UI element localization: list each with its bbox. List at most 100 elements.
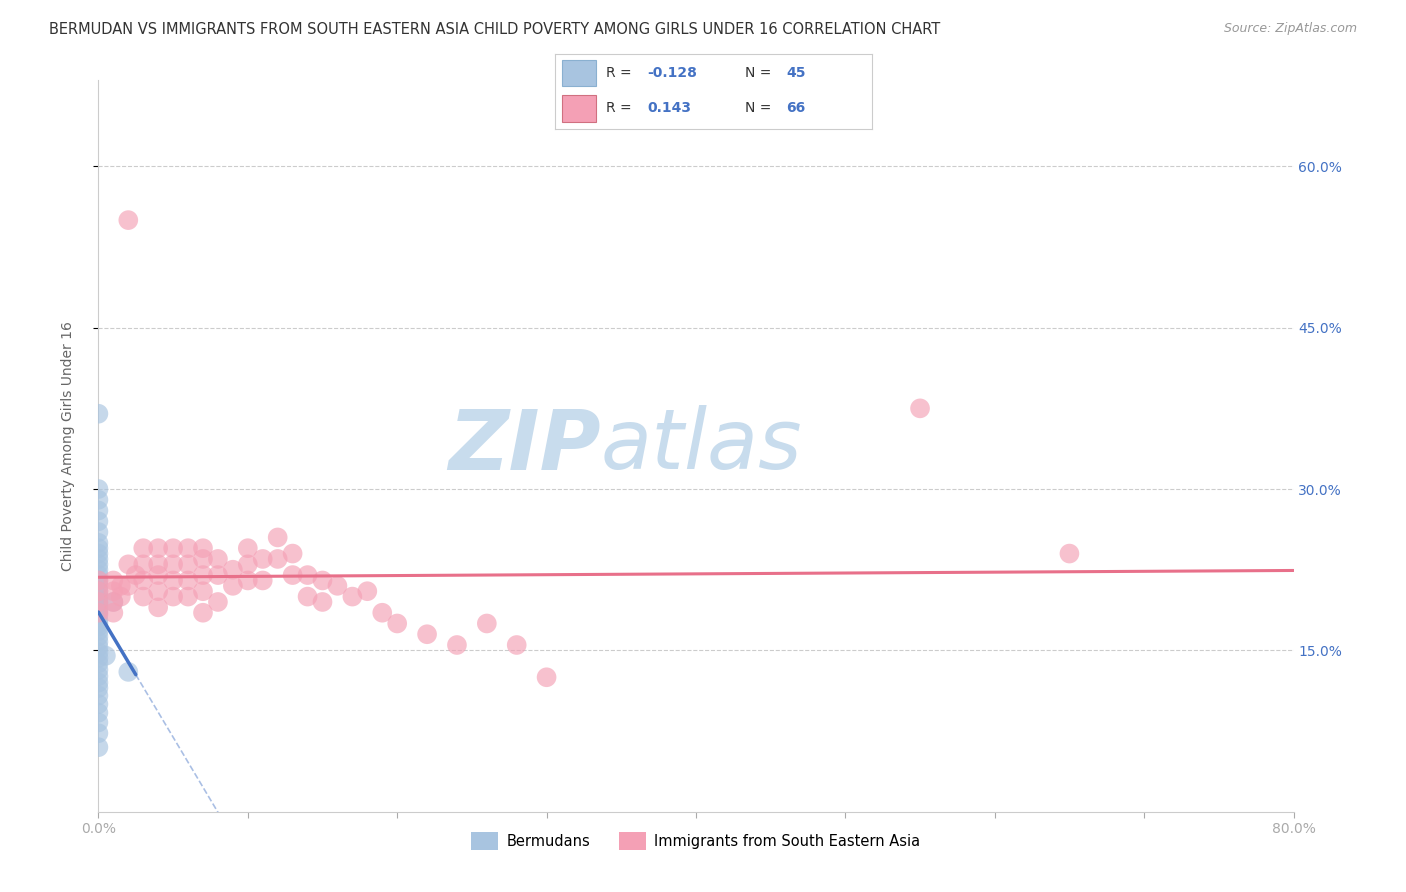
Point (87, 595, 110, 609)
Point (87, 584, 110, 599)
Point (87, 579, 110, 593)
Text: 45: 45 (786, 66, 806, 80)
Point (117, 213, 139, 227)
Point (103, 574, 125, 588)
Point (191, 541, 214, 556)
Point (191, 584, 214, 599)
Point (191, 552, 214, 566)
Point (87, 482, 110, 496)
Point (297, 568, 319, 582)
Point (87, 524, 110, 539)
Point (103, 584, 125, 599)
Point (87, 689, 110, 703)
Point (1059, 547, 1081, 561)
Point (162, 574, 184, 588)
Point (148, 541, 170, 556)
Point (162, 590, 184, 604)
Point (162, 558, 184, 572)
Point (252, 552, 274, 566)
Point (103, 606, 125, 620)
Legend: Bermudans, Immigrants from South Eastern Asia: Bermudans, Immigrants from South Eastern… (465, 826, 927, 855)
Point (177, 590, 200, 604)
Point (87, 536, 110, 550)
Point (87, 675, 110, 690)
Y-axis label: Child Poverty Among Girls Under 16: Child Poverty Among Girls Under 16 (60, 321, 75, 571)
Point (506, 638, 529, 652)
Point (191, 606, 214, 620)
Text: R =: R = (606, 102, 636, 115)
Point (103, 595, 125, 609)
Point (87, 563, 110, 577)
Point (446, 638, 468, 652)
Point (326, 579, 349, 593)
Point (94, 648, 117, 663)
Text: 66: 66 (786, 102, 806, 115)
Point (536, 670, 558, 684)
Point (222, 579, 245, 593)
Point (267, 552, 290, 566)
Point (87, 603, 110, 617)
Point (87, 596, 110, 610)
Point (342, 590, 364, 604)
Point (87, 552, 110, 566)
Point (87, 669, 110, 683)
Text: 0.143: 0.143 (647, 102, 692, 115)
Point (236, 558, 259, 572)
Point (125, 568, 148, 582)
Point (385, 616, 409, 631)
Point (311, 595, 333, 609)
Point (177, 541, 200, 556)
Text: ZIP: ZIP (447, 406, 600, 486)
Point (87, 646, 110, 660)
Point (87, 574, 110, 588)
Point (281, 547, 304, 561)
Point (87, 613, 110, 627)
Point (207, 568, 229, 582)
Point (103, 595, 125, 609)
Point (191, 568, 214, 582)
Text: Source: ZipAtlas.com: Source: ZipAtlas.com (1223, 22, 1357, 36)
Point (87, 492, 110, 507)
Text: BERMUDAN VS IMMIGRANTS FROM SOUTH EASTERN ASIA CHILD POVERTY AMONG GIRLS UNDER 1: BERMUDAN VS IMMIGRANTS FROM SOUTH EASTER… (49, 22, 941, 37)
Point (87, 616, 110, 631)
Point (87, 706, 110, 720)
Point (371, 606, 394, 620)
Point (87, 663, 110, 677)
Point (117, 579, 139, 593)
Point (87, 514, 110, 528)
Point (267, 530, 290, 544)
Point (87, 624, 110, 638)
Point (475, 616, 498, 631)
Point (297, 590, 319, 604)
Point (87, 558, 110, 572)
Point (87, 541, 110, 556)
Point (87, 651, 110, 665)
Point (87, 503, 110, 517)
Point (117, 558, 139, 572)
Point (87, 715, 110, 730)
Point (87, 697, 110, 711)
Bar (562, 95, 596, 122)
Point (87, 574, 110, 588)
Point (148, 584, 170, 599)
Text: N =: N = (745, 66, 776, 80)
Point (132, 541, 155, 556)
Point (162, 541, 184, 556)
Point (132, 574, 155, 588)
Point (87, 681, 110, 695)
Point (207, 552, 229, 566)
Point (87, 568, 110, 582)
Point (110, 590, 132, 604)
Point (87, 629, 110, 643)
Point (281, 568, 304, 582)
Point (132, 590, 155, 604)
Point (148, 568, 170, 582)
Point (311, 574, 333, 588)
Point (87, 740, 110, 755)
Point (222, 563, 245, 577)
Point (177, 558, 200, 572)
Point (87, 600, 110, 615)
Point (87, 620, 110, 634)
Point (117, 665, 139, 679)
Text: -0.128: -0.128 (647, 66, 697, 80)
